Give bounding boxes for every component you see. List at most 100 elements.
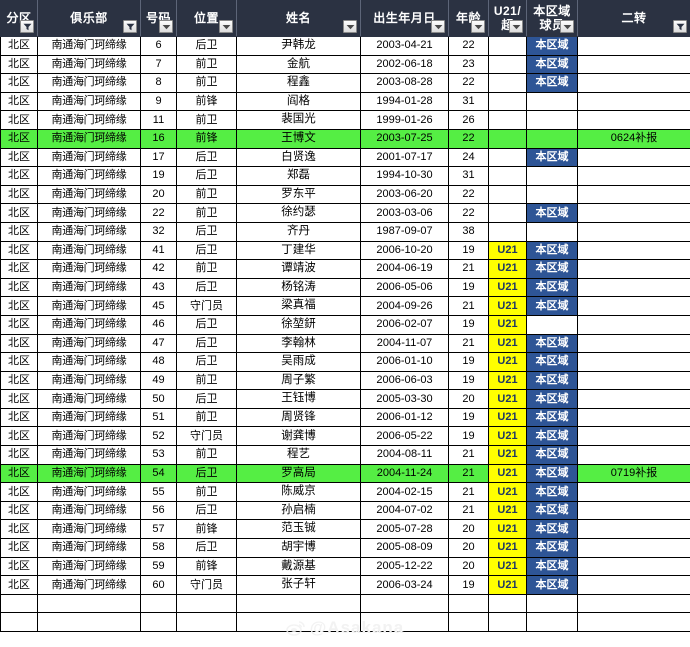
cell-birth[interactable]: 1999-01-26	[360, 110, 449, 130]
cell-age[interactable]: 23	[448, 54, 489, 75]
cell-u21[interactable]	[488, 184, 527, 205]
cell-zone[interactable]: 北区	[0, 166, 38, 186]
cell-birth[interactable]: 2005-07-28	[360, 519, 449, 540]
cell-u21[interactable]: U21	[488, 445, 527, 465]
cell-empty-position[interactable]	[176, 593, 237, 614]
table-row[interactable]: 北区 南通海门珂缔缘 56 后卫 孙启楠 2004-07-02 21 U21 本区域	[0, 500, 690, 521]
cell-age[interactable]: 31	[448, 91, 489, 112]
table-row[interactable]: 北区 南通海门珂缔缘 52 守门员 谢龚博 2006-05-22 19 U21 本区域	[0, 426, 690, 447]
cell-club[interactable]: 南通海门珂缔缘	[37, 519, 141, 540]
cell-zone[interactable]: 北区	[0, 184, 38, 205]
cell-birth[interactable]: 2006-01-10	[360, 352, 449, 372]
cell-position[interactable]: 守门员	[176, 575, 237, 595]
cell-empty-birth[interactable]	[360, 593, 449, 614]
cell-number[interactable]: 51	[140, 407, 177, 428]
cell-local[interactable]: 本区域	[526, 277, 578, 298]
cell-zone[interactable]: 北区	[0, 221, 38, 242]
filter-dropdown-icon-number[interactable]	[159, 20, 173, 33]
cell-club[interactable]: 南通海门珂缔缘	[37, 91, 141, 112]
table-row[interactable]: 北区 南通海门珂缔缘 50 后卫 王钰博 2005-03-30 20 U21 本区域	[0, 389, 690, 409]
cell-number[interactable]: 11	[140, 110, 177, 130]
cell-birth[interactable]: 2003-03-06	[360, 203, 449, 223]
cell-number[interactable]: 47	[140, 333, 177, 354]
cell-name[interactable]: 金航	[236, 54, 361, 75]
cell-club[interactable]: 南通海门珂缔缘	[37, 221, 141, 242]
cell-birth[interactable]: 1994-10-30	[360, 166, 449, 186]
cell-club[interactable]: 南通海门珂缔缘	[37, 73, 141, 93]
cell-position[interactable]: 前卫	[176, 184, 237, 205]
cell-transfer[interactable]	[577, 445, 690, 465]
table-row[interactable]: 北区 南通海门珂缔缘 19 后卫 郑磊 1994-10-30 31	[0, 166, 690, 186]
cell-zone[interactable]: 北区	[0, 352, 38, 372]
cell-name[interactable]: 丁建华	[236, 240, 361, 261]
cell-position[interactable]: 后卫	[176, 500, 237, 521]
cell-position[interactable]: 前锋	[176, 128, 237, 149]
cell-birth[interactable]: 2001-07-17	[360, 147, 449, 168]
cell-club[interactable]: 南通海门珂缔缘	[37, 314, 141, 335]
cell-local[interactable]	[526, 91, 578, 112]
cell-birth[interactable]: 2006-01-12	[360, 407, 449, 428]
cell-club[interactable]: 南通海门珂缔缘	[37, 54, 141, 75]
cell-zone[interactable]: 北区	[0, 426, 38, 447]
cell-zone[interactable]: 北区	[0, 36, 38, 56]
cell-zone[interactable]: 北区	[0, 538, 38, 558]
cell-name[interactable]: 李翰林	[236, 333, 361, 354]
cell-name[interactable]: 戴源基	[236, 556, 361, 577]
cell-name[interactable]: 郑磊	[236, 166, 361, 186]
cell-birth[interactable]: 1994-01-28	[360, 91, 449, 112]
cell-name[interactable]: 陈威京	[236, 482, 361, 502]
cell-number[interactable]: 16	[140, 128, 177, 149]
cell-u21[interactable]	[488, 147, 527, 168]
cell-zone[interactable]: 北区	[0, 128, 38, 149]
cell-empty-age[interactable]	[448, 593, 489, 614]
cell-position[interactable]: 后卫	[176, 166, 237, 186]
cell-age[interactable]: 21	[448, 445, 489, 465]
cell-local[interactable]: 本区域	[526, 203, 578, 223]
table-row[interactable]: 北区 南通海门珂缔缘 47 后卫 李翰林 2004-11-07 21 U21 本区域	[0, 333, 690, 354]
cell-number[interactable]: 43	[140, 277, 177, 298]
cell-local[interactable]	[526, 314, 578, 335]
cell-local[interactable]: 本区域	[526, 500, 578, 521]
cell-transfer[interactable]	[577, 73, 690, 93]
cell-club[interactable]: 南通海门珂缔缘	[37, 575, 141, 595]
cell-zone[interactable]: 北区	[0, 259, 38, 279]
cell-name[interactable]: 裴国光	[236, 110, 361, 130]
cell-empty-u21[interactable]	[488, 593, 527, 614]
cell-local[interactable]	[526, 184, 578, 205]
cell-transfer[interactable]	[577, 166, 690, 186]
cell-transfer[interactable]	[577, 519, 690, 540]
cell-transfer[interactable]	[577, 407, 690, 428]
cell-zone[interactable]: 北区	[0, 333, 38, 354]
table-row[interactable]: 北区 南通海门珂缔缘 9 前锋 阎格 1994-01-28 31	[0, 91, 690, 112]
table-row[interactable]: 北区 南通海门珂缔缘 54 后卫 罗高局 2004-11-24 21 U21 本区域 0719补报	[0, 463, 690, 484]
cell-transfer[interactable]	[577, 389, 690, 409]
cell-position[interactable]: 后卫	[176, 463, 237, 484]
cell-position[interactable]: 后卫	[176, 277, 237, 298]
cell-club[interactable]: 南通海门珂缔缘	[37, 500, 141, 521]
cell-local[interactable]	[526, 166, 578, 186]
cell-age[interactable]: 19	[448, 352, 489, 372]
cell-number[interactable]: 49	[140, 370, 177, 391]
filter-dropdown-icon-local[interactable]	[560, 20, 574, 33]
cell-local[interactable]: 本区域	[526, 370, 578, 391]
cell-number[interactable]: 46	[140, 314, 177, 335]
cell-age[interactable]: 21	[448, 463, 489, 484]
cell-zone[interactable]: 北区	[0, 73, 38, 93]
cell-number[interactable]: 32	[140, 221, 177, 242]
cell-position[interactable]: 前卫	[176, 482, 237, 502]
cell-zone[interactable]: 北区	[0, 519, 38, 540]
cell-birth[interactable]: 2002-06-18	[360, 54, 449, 75]
cell-local[interactable]: 本区域	[526, 519, 578, 540]
cell-transfer[interactable]	[577, 147, 690, 168]
cell-u21[interactable]	[488, 166, 527, 186]
cell-transfer[interactable]: 0719补报	[577, 463, 690, 484]
cell-zone[interactable]: 北区	[0, 500, 38, 521]
cell-name[interactable]: 范玉铖	[236, 519, 361, 540]
cell-age[interactable]: 22	[448, 203, 489, 223]
cell-age[interactable]: 22	[448, 73, 489, 93]
cell-empty-zone[interactable]	[0, 593, 38, 614]
cell-transfer[interactable]	[577, 352, 690, 372]
cell-birth[interactable]: 2004-07-02	[360, 500, 449, 521]
cell-number[interactable]: 53	[140, 445, 177, 465]
cell-u21[interactable]: U21	[488, 314, 527, 335]
